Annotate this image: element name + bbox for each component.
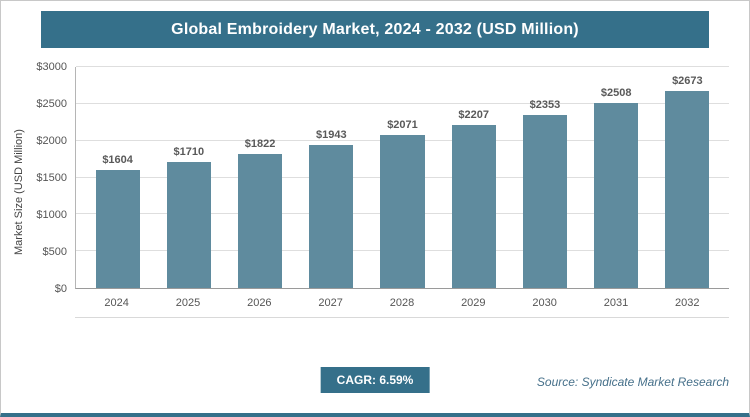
x-tick-label: 2030 (532, 297, 557, 309)
y-tick-label: $3000 (36, 61, 67, 73)
x-tick-label: 2032 (675, 297, 700, 309)
chart-area: Market Size (USD Million) $0 $500 $1000 $15… (9, 61, 729, 318)
bar-group: $2207 (438, 67, 509, 288)
bar-group: $1822 (224, 67, 295, 288)
cagr-badge: CAGR: 6.59% (320, 367, 430, 393)
bar-group: $2673 (652, 67, 723, 288)
bar-group: $2353 (509, 67, 580, 288)
x-tick-label: 2026 (247, 297, 272, 309)
y-axis-title: Market Size (USD Million) (13, 129, 25, 255)
bars: $1604 $1710 $1822 $1943 $2071 $2207 $2353 $2508… (76, 67, 729, 288)
y-axis-labels: $0 $500 $1000 $1500 $2000 $2500 $3000 (29, 61, 75, 295)
bar-group: $1943 (296, 67, 367, 288)
y-tick-label: $2000 (36, 135, 67, 148)
bar[interactable] (380, 135, 425, 288)
bar[interactable] (594, 103, 639, 288)
bar-value-label: $1710 (173, 146, 205, 159)
bar-value-label: $1822 (244, 137, 276, 150)
x-axis-labels: 2024 2025 2026 2027 2028 2029 2030 2031 2032 (75, 289, 729, 318)
x-tick-label: 2027 (318, 297, 343, 309)
x-tick-label: 2028 (389, 297, 415, 309)
chart-title: Global Embroidery Market, 2024 - 2032 (U… (171, 20, 579, 38)
y-tick-label: $2500 (36, 98, 67, 110)
y-tick-label: $1000 (36, 209, 67, 222)
gridline (76, 66, 729, 67)
bar[interactable] (237, 153, 283, 288)
y-tick-label: $1500 (36, 172, 67, 184)
plot-column: $1604 $1710 $1822 $1943 $2071 $2207 $2353 $2508… (75, 66, 729, 318)
bar[interactable] (95, 169, 140, 288)
bar-group: $1604 (82, 67, 153, 288)
bar[interactable] (309, 144, 354, 288)
bar[interactable] (451, 125, 496, 288)
bar-value-label: $2207 (458, 109, 489, 122)
bar-group: $1710 (153, 67, 224, 288)
chart-title-banner: Global Embroidery Market, 2024 - 2032 (U… (41, 11, 709, 48)
x-tick-label: 2024 (104, 297, 129, 309)
bar-group: $2071 (367, 67, 438, 288)
bar[interactable] (522, 114, 567, 288)
y-tick-label: $0 (54, 283, 67, 295)
bar-value-label: $2673 (672, 75, 703, 88)
gridline (76, 102, 729, 104)
bar[interactable] (665, 91, 710, 288)
bar-group: $2508 (581, 67, 652, 288)
source-credit: Source: Syndicate Market Research (536, 375, 729, 389)
bar-value-label: $1943 (315, 128, 347, 141)
x-tick-label: 2025 (175, 297, 201, 309)
y-tick-label: $500 (42, 246, 67, 259)
x-tick-label: 2031 (603, 297, 629, 309)
x-tick-label: 2029 (461, 297, 486, 309)
bar-value-label: $2353 (529, 98, 561, 111)
plot-area: $1604 $1710 $1822 $1943 $2071 $2207 $2353 $2508… (75, 66, 729, 289)
bar-value-label: $2071 (387, 119, 418, 132)
bar-value-label: $1604 (102, 153, 133, 166)
bar[interactable] (166, 162, 211, 288)
bar-value-label: $2508 (600, 87, 632, 100)
